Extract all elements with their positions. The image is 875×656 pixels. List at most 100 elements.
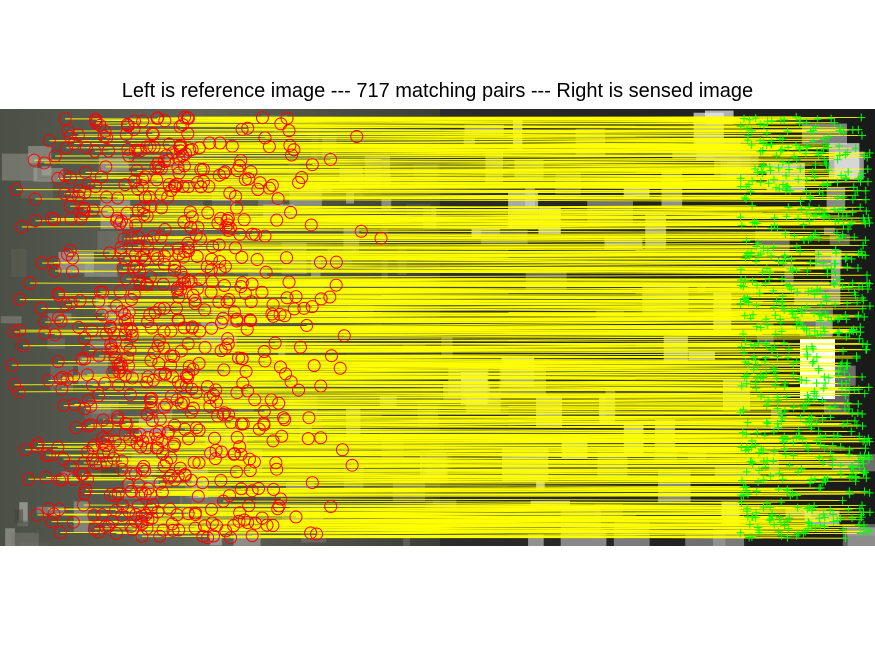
green-plus-icon bbox=[849, 327, 858, 336]
green-plus-icon bbox=[816, 433, 825, 442]
green-plus-icon bbox=[808, 506, 817, 515]
red-circle-icon bbox=[209, 383, 223, 397]
green-plus-icon bbox=[756, 136, 765, 145]
green-plus-icon bbox=[763, 321, 772, 330]
green-plus-icon bbox=[816, 330, 825, 339]
red-circle-icon bbox=[135, 529, 149, 543]
green-plus-icon bbox=[829, 510, 838, 519]
green-plus-icon bbox=[782, 171, 791, 180]
red-circle-icon bbox=[141, 430, 155, 444]
red-circle-icon bbox=[237, 213, 251, 227]
green-plus-icon bbox=[759, 243, 768, 252]
match-line bbox=[119, 443, 821, 446]
green-plus-icon bbox=[833, 155, 842, 164]
green-plus-icon bbox=[812, 436, 821, 445]
match-line bbox=[225, 265, 767, 269]
green-plus-icon bbox=[844, 505, 853, 514]
red-circle-icon bbox=[245, 529, 259, 543]
match-line bbox=[64, 191, 751, 195]
green-plus-icon bbox=[821, 477, 830, 486]
red-circle-icon bbox=[183, 205, 197, 219]
red-circle-icon bbox=[221, 218, 235, 232]
red-circle-icon bbox=[98, 124, 112, 138]
red-circle-icon bbox=[188, 521, 202, 535]
green-plus-icon bbox=[802, 118, 811, 127]
green-plus-icon bbox=[746, 187, 755, 196]
match-line bbox=[85, 487, 821, 491]
green-plus-icon bbox=[828, 441, 837, 450]
red-circle-icon bbox=[38, 315, 52, 329]
green-plus-icon bbox=[746, 340, 755, 349]
red-circle-icon bbox=[58, 169, 72, 183]
red-circle-icon bbox=[105, 514, 119, 528]
green-plus-icon bbox=[833, 193, 842, 202]
red-circle-icon bbox=[112, 365, 126, 379]
red-circle-icon bbox=[88, 180, 102, 194]
red-circle-icon bbox=[168, 418, 182, 432]
red-circle-icon bbox=[54, 314, 68, 328]
green-plus-icon bbox=[754, 339, 763, 348]
green-plus-icon bbox=[820, 522, 829, 531]
red-circle-icon bbox=[67, 137, 81, 151]
green-plus-icon bbox=[756, 178, 765, 187]
red-circle-icon bbox=[171, 161, 185, 175]
green-plus-icon bbox=[845, 385, 854, 394]
green-plus-icon bbox=[747, 141, 756, 150]
red-circle-icon bbox=[108, 489, 122, 503]
green-plus-icon bbox=[811, 161, 820, 170]
green-plus-icon bbox=[803, 391, 812, 400]
red-circle-icon bbox=[16, 339, 30, 353]
red-circle-icon bbox=[118, 368, 132, 382]
red-circle-icon bbox=[211, 409, 225, 423]
match-line bbox=[183, 401, 859, 405]
green-plus-icon bbox=[852, 352, 861, 361]
red-circle-icon bbox=[101, 144, 115, 158]
match-line bbox=[108, 452, 850, 455]
green-plus-icon bbox=[797, 375, 806, 384]
green-plus-icon bbox=[850, 386, 859, 395]
red-circle-icon bbox=[195, 476, 209, 490]
red-circle-icon bbox=[181, 241, 195, 255]
green-plus-icon bbox=[807, 475, 816, 484]
red-circle-icon bbox=[245, 277, 259, 291]
green-plus-icon bbox=[823, 143, 832, 152]
green-plus-icon bbox=[805, 202, 814, 211]
red-circle-icon bbox=[144, 401, 158, 415]
green-plus-icon bbox=[809, 357, 818, 366]
green-plus-icon bbox=[736, 528, 745, 537]
red-circle-icon bbox=[374, 231, 388, 245]
red-circle-icon bbox=[171, 469, 185, 483]
green-plus-icon bbox=[860, 435, 869, 444]
green-plus-icon bbox=[781, 450, 790, 459]
green-plus-icon bbox=[855, 504, 864, 513]
green-plus-icon bbox=[853, 298, 862, 307]
red-circle-icon bbox=[78, 402, 92, 416]
red-circle-icon bbox=[203, 399, 217, 413]
green-plus-icon bbox=[763, 419, 772, 428]
green-plus-icon bbox=[760, 431, 769, 440]
match-line bbox=[117, 197, 866, 201]
green-plus-icon bbox=[789, 370, 798, 379]
green-plus-icon bbox=[838, 496, 847, 505]
red-circle-icon bbox=[161, 190, 175, 204]
red-circle-icon bbox=[345, 458, 359, 472]
green-plus-icon bbox=[797, 205, 806, 214]
green-plus-icon bbox=[811, 523, 820, 532]
red-circle-icon bbox=[139, 278, 153, 292]
green-plus-icon bbox=[747, 126, 756, 135]
red-circle-icon bbox=[5, 358, 19, 372]
red-circle-icon bbox=[244, 314, 258, 328]
red-circle-icon bbox=[213, 136, 227, 150]
red-circle-icon bbox=[235, 352, 249, 366]
green-plus-icon bbox=[740, 348, 749, 357]
match-line bbox=[83, 211, 839, 215]
red-circle-icon bbox=[273, 360, 287, 374]
green-plus-icon bbox=[777, 327, 786, 336]
green-plus-icon bbox=[782, 212, 791, 221]
green-plus-icon bbox=[778, 274, 787, 283]
green-plus-icon bbox=[767, 137, 776, 146]
red-circle-icon bbox=[219, 524, 233, 538]
green-plus-icon bbox=[823, 473, 832, 482]
red-circle-icon bbox=[193, 324, 207, 338]
green-plus-icon bbox=[841, 534, 850, 543]
